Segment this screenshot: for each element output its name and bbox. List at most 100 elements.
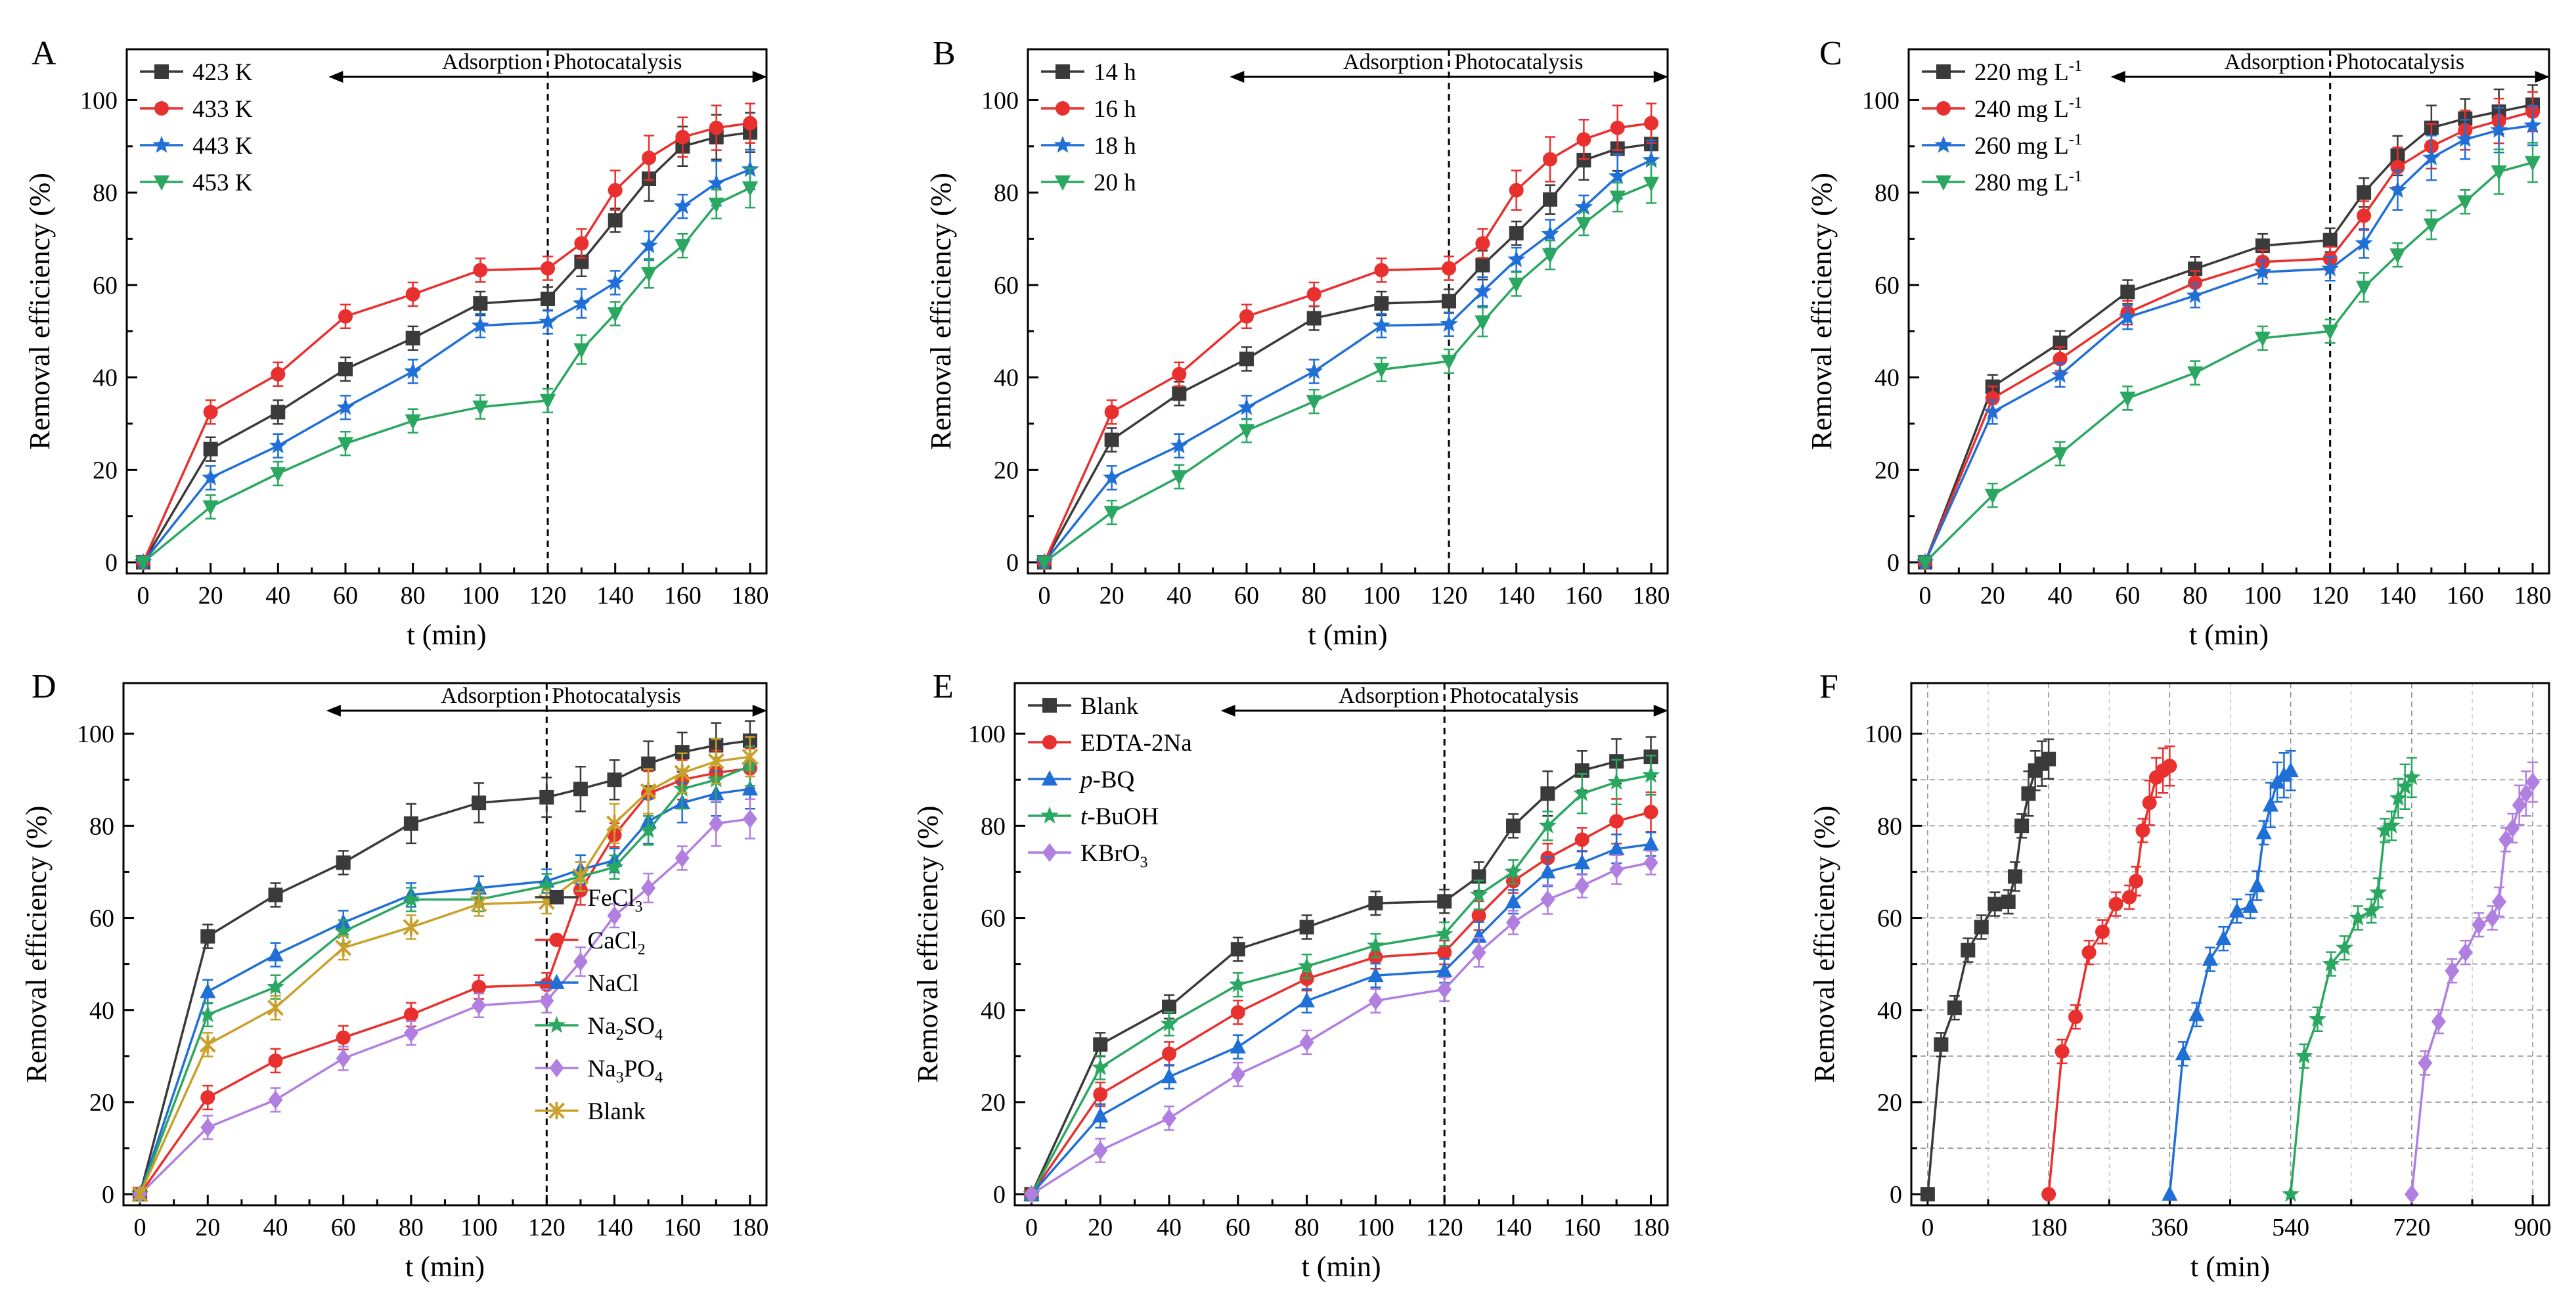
x-tick-label: 100: [2244, 582, 2281, 610]
x-tick-label: 140: [596, 582, 634, 610]
legend-marker: [548, 973, 565, 989]
legend-label: 453 K: [192, 169, 253, 196]
legend-marker: [548, 1101, 565, 1120]
legend-item: 14 h: [1041, 59, 1136, 86]
data-point: [1574, 854, 1590, 870]
data-point: [334, 922, 353, 940]
y-tick-label: 60: [1877, 905, 1902, 933]
data-point: [2108, 897, 2123, 912]
data-point: [203, 441, 218, 456]
data-point: [2349, 908, 2367, 926]
legend-label: KBrO3​: [1080, 840, 1147, 871]
legend-marker: [549, 889, 564, 904]
legend-marker: [153, 175, 170, 191]
data-point: [1305, 362, 1323, 380]
legend-item: Blank: [535, 1098, 646, 1125]
annotation-adsorption: Adsorption: [441, 684, 541, 708]
data-point: [573, 782, 588, 797]
data-point: [1576, 152, 1591, 167]
data-point: [2369, 883, 2387, 901]
data-point: [1538, 816, 1557, 834]
data-point: [336, 855, 351, 870]
data-point: [1171, 470, 1188, 486]
x-tick-label: 20: [1088, 1214, 1113, 1241]
data-point: [1172, 367, 1187, 382]
series-3: [1023, 832, 1659, 1201]
data-point: [539, 393, 556, 410]
data-point: [2355, 280, 2372, 296]
series-line: [139, 818, 751, 1195]
y-axis-title: Removal efficiency (%): [925, 173, 957, 450]
data-point: [641, 756, 656, 771]
data-point: [266, 977, 285, 995]
data-point: [473, 296, 488, 311]
data-point: [541, 292, 556, 306]
x-tick-label: 20: [198, 582, 223, 610]
data-point: [200, 929, 215, 944]
y-tick-label: 100: [80, 87, 118, 114]
chart-panel-c: 0 20 40 60 80 100 120 140 160 180 0 20 40 60 80 100 t (m…: [1806, 35, 2552, 651]
data-point: [135, 556, 152, 571]
x-tick-label: 20: [195, 1214, 220, 1241]
y-tick-label: 40: [1875, 365, 1899, 392]
data-point: [1093, 1141, 1108, 1160]
data-point: [1368, 896, 1383, 911]
data-point: [336, 1049, 351, 1068]
x-tick-label: 0: [134, 1214, 146, 1241]
data-point: [405, 330, 420, 345]
data-point: [1104, 405, 1119, 420]
data-point: [271, 367, 286, 382]
x-tick-label: 80: [1302, 582, 1327, 610]
annotation-photocatalysis: Photocatalysis: [553, 50, 682, 74]
legend-item: 16 h: [1041, 96, 1136, 123]
series-4: [1022, 754, 1660, 1202]
data-point: [2202, 950, 2218, 966]
x-tick-label: 160: [663, 1214, 701, 1241]
y-tick-label: 40: [89, 997, 114, 1025]
data-point: [2051, 365, 2070, 383]
data-point: [1230, 942, 1245, 957]
legend-marker: [152, 135, 171, 153]
data-point: [707, 173, 726, 191]
y-tick-label: 40: [981, 997, 1006, 1025]
data-point: [1093, 1087, 1108, 1102]
x-tick-label: 120: [528, 1214, 566, 1241]
data-point: [2456, 129, 2474, 147]
series-4: [135, 167, 759, 571]
x-axis-title: t (min): [2189, 619, 2269, 651]
legend-item: 433 K: [140, 96, 253, 123]
data-point: [1374, 263, 1389, 278]
data-point: [1609, 860, 1624, 879]
legend-marker: [1054, 135, 1072, 153]
y-tick-label: 0: [1890, 1181, 1902, 1209]
data-point: [1306, 395, 1322, 411]
data-point: [403, 816, 418, 831]
data-point: [574, 236, 589, 251]
data-point: [2518, 784, 2533, 803]
x-tick-label: 40: [265, 582, 290, 610]
y-tick-label: 80: [981, 812, 1006, 840]
y-axis-title: Removal efficiency (%): [1808, 806, 1840, 1083]
legend-marker: [549, 1058, 564, 1078]
data-point: [267, 946, 284, 962]
y-axis-title: Removal efficiency (%): [912, 806, 944, 1083]
series-2: [133, 747, 757, 1202]
data-point: [271, 405, 286, 420]
legend-label: 14 h: [1094, 59, 1136, 86]
data-point: [607, 906, 622, 925]
data-point: [2242, 897, 2259, 913]
y-tick-label: 80: [994, 179, 1019, 207]
data-point: [472, 979, 487, 994]
data-point: [1162, 1109, 1177, 1128]
data-point: [1576, 132, 1591, 147]
data-point: [2021, 786, 2036, 801]
data-point: [1238, 424, 1255, 439]
y-tick-label: 80: [89, 812, 114, 840]
data-point: [2276, 767, 2292, 782]
data-point: [573, 952, 588, 971]
series-5: [133, 798, 757, 1204]
phase-arrow-right-head: [2535, 71, 2550, 83]
panel-label: E: [933, 668, 954, 705]
data-point: [2423, 218, 2439, 234]
y-tick-label: 20: [1877, 1089, 1902, 1117]
